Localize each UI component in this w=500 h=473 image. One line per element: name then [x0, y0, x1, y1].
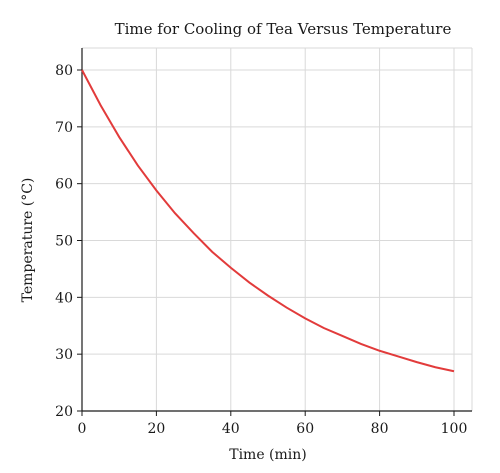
- series-line: [81, 69, 455, 373]
- x-tick-label: 100: [441, 421, 468, 437]
- ticks: 0 20 40 60 80 100 20 30 40 50 60 70 80: [55, 63, 467, 437]
- y-tick-label: 20: [55, 404, 73, 420]
- x-axis-label: Time (min): [229, 447, 307, 463]
- axes: [81, 48, 472, 412]
- x-tick-label: 80: [371, 421, 389, 437]
- y-tick-label: 40: [55, 290, 73, 306]
- x-tick-label: 20: [147, 421, 165, 437]
- x-tick-label: 40: [222, 421, 240, 437]
- x-tick-label: 0: [78, 421, 87, 437]
- y-tick-label: 50: [55, 234, 73, 250]
- y-tick-label: 80: [55, 63, 73, 79]
- y-axis-label: Temperature (°C): [20, 178, 36, 303]
- chart-title: Time for Cooling of Tea Versus Temperatu…: [115, 20, 452, 38]
- y-tick-label: 60: [55, 177, 73, 193]
- y-tick-label: 70: [55, 120, 73, 136]
- x-tick-label: 60: [296, 421, 314, 437]
- series-layer: [81, 69, 455, 373]
- y-tick-label: 30: [55, 347, 73, 363]
- grid: [82, 47, 473, 411]
